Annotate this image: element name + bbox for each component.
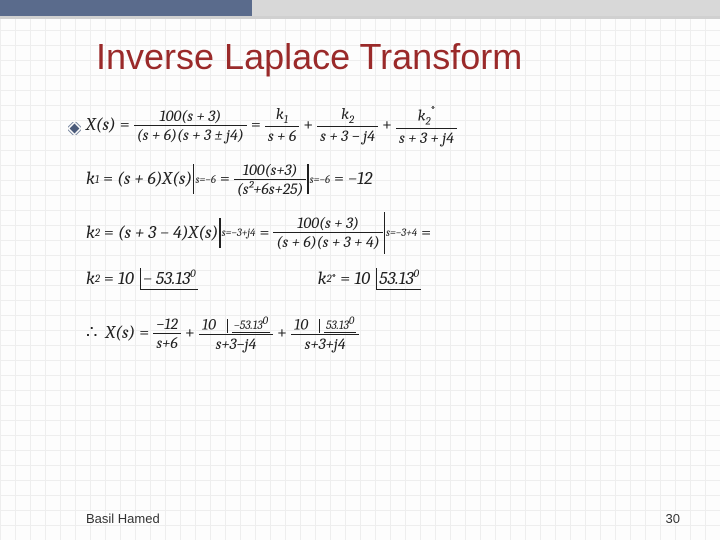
- plus-sign: +: [382, 116, 392, 134]
- eq1-term2: k2 s + 3 − j4: [317, 105, 378, 145]
- eq4-right-ang-val: 53.13: [379, 268, 413, 289]
- equals-sign: =: [104, 224, 114, 242]
- eq1-t2-sub: 2: [349, 113, 354, 126]
- equals-sign: =: [334, 170, 344, 188]
- footer-page-number: 30: [666, 511, 680, 526]
- slide: Inverse Laplace Transform X(s) = 100(s +…: [0, 0, 720, 540]
- eq1-t2-den: s + 3 − j4: [317, 127, 378, 145]
- angle-symbol-icon: [319, 319, 320, 333]
- eq4-right-deg: 0: [414, 267, 419, 280]
- angle-symbol-icon: [140, 268, 141, 290]
- eq4-right-mag: 10: [354, 270, 370, 288]
- eq-xs-expansion: X(s) = 100(s + 3) (s + 6)(s + 3 ± j4) = …: [86, 104, 706, 147]
- eval-bar-icon: [384, 212, 385, 254]
- eq1-t1-k: k: [276, 105, 284, 123]
- eq1-t3-k: k: [418, 106, 426, 124]
- eq4-left-k: k: [86, 270, 95, 288]
- footer-author: Basil Hamed: [86, 511, 160, 526]
- eq5-t3-ang-val: 53.13: [326, 318, 349, 332]
- plus-sign: +: [303, 116, 313, 134]
- eq1-t3-star: *: [431, 104, 436, 117]
- eq2-mid-num: 100(s+3): [240, 161, 301, 179]
- eval-bar-icon: [307, 164, 308, 194]
- equals-sign: =: [120, 116, 130, 134]
- eq1-lhs: X(s): [86, 116, 116, 134]
- eq5-t3-den: s+3+j4: [302, 335, 349, 353]
- eq4-left-mag: 10: [118, 270, 134, 288]
- equals-sign: =: [103, 170, 113, 188]
- plus-sign: +: [277, 324, 287, 342]
- eq-final-xs: ∴ X(s) = −12 s+6 + 10 −53.130 s+3−j4 +: [86, 314, 706, 353]
- eq5-term1: −12 s+6: [153, 315, 181, 352]
- eq1-term1: k1 s + 6: [265, 105, 299, 145]
- eval-bar-icon: [219, 218, 220, 248]
- angle-symbol-icon: [227, 319, 228, 333]
- eq3-k-sub: 2: [95, 227, 100, 238]
- eq3-eval2: s=−3+4: [386, 227, 417, 238]
- eq3-rhs-num: 100(s + 3): [294, 214, 362, 232]
- equals-sign: =: [139, 324, 149, 342]
- eq5-t3-deg: 0: [349, 314, 354, 327]
- eq1-t1-sub: 1: [284, 113, 288, 126]
- eq3-eval1: s=−3+j4: [222, 227, 256, 238]
- eq5-term2: 10 −53.130 s+3−j4: [199, 314, 273, 353]
- eq3-rhs-frac: 100(s + 3) (s + 6)(s + 3 + 4): [273, 214, 382, 251]
- eq-k1: k1 = (s + 6)X(s) s=−6 = 100(s+3) (s²+6s+…: [86, 161, 706, 198]
- eq3-rhs-den: (s + 6)(s + 3 + 4): [273, 233, 382, 251]
- eq1-main-den: (s + 6)(s + 3 ± j4): [134, 126, 247, 144]
- eq2-mid-den: (s²+6s+25): [234, 180, 306, 198]
- eq5-t2-ang-val: −53.13: [234, 318, 263, 332]
- eq2-result: −12: [348, 170, 372, 188]
- eq1-t2-k: k: [341, 105, 349, 123]
- eq2-k-sub: 1: [95, 174, 99, 185]
- eq-polar-results: k2 = 10 − 53.130 k2* = 10 53.130: [86, 268, 706, 290]
- eq5-t3-angle: 53.130: [324, 315, 356, 333]
- plus-sign: +: [185, 324, 195, 342]
- bullet-diamond-icon: [68, 122, 81, 135]
- eq-k2: k2 = (s + 3 − 4)X(s) s=−3+j4 = 100(s + 3…: [86, 212, 706, 254]
- eq5-t2-angle: −53.130: [232, 315, 270, 333]
- eq4-right-angle: 53.130: [377, 268, 421, 290]
- equations-area: X(s) = 100(s + 3) (s + 6)(s + 3 ± j4) = …: [86, 104, 706, 367]
- equals-sign: =: [259, 224, 269, 242]
- eq5-t1-den: s+6: [153, 334, 180, 352]
- eq4-left-angle: − 53.130: [141, 268, 198, 290]
- eq3-factor: (s + 3 − 4)X(s): [118, 224, 218, 242]
- eq5-t2-deg: 0: [263, 314, 268, 327]
- eq1-main-frac: 100(s + 3) (s + 6)(s + 3 ± j4): [134, 107, 247, 144]
- equals-sign: =: [251, 116, 261, 134]
- eq2-factor: (s + 6)X(s): [117, 170, 192, 188]
- therefore-symbol: ∴: [86, 324, 97, 342]
- eq2-k: k: [86, 170, 95, 188]
- eq1-t1-den: s + 6: [265, 127, 299, 145]
- eq2-eval1: s=−6: [195, 174, 215, 185]
- eq2-mid-frac: 100(s+3) (s²+6s+25): [234, 161, 306, 198]
- slide-title: Inverse Laplace Transform: [96, 36, 522, 78]
- eq5-term3: 10 53.130 s+3+j4: [291, 314, 359, 353]
- eq3-k: k: [86, 224, 95, 242]
- equals-sign: =: [340, 270, 350, 288]
- eq5-t3-mag: 10: [294, 315, 308, 333]
- eq5-t2-den: s+3−j4: [213, 335, 260, 353]
- equals-sign: =: [104, 270, 114, 288]
- eq1-t3-den: s + 3 + j4: [396, 129, 457, 147]
- eval-bar-icon: [193, 164, 194, 194]
- eq5-t1-num: −12: [153, 315, 181, 333]
- eq4-left-ang-val: − 53.13: [143, 268, 190, 289]
- equals-sign: =: [220, 170, 230, 188]
- angle-symbol-icon: [376, 268, 377, 290]
- eq5-t2-mag: 10: [202, 315, 216, 333]
- eq1-term3: k2* s + 3 + j4: [396, 104, 457, 147]
- eq4-left-deg: 0: [190, 267, 195, 280]
- eq2-eval2: s=−6: [310, 174, 330, 185]
- eq1-main-num: 100(s + 3): [156, 107, 224, 125]
- eq4-right-star: *: [332, 273, 337, 284]
- eq4-left-sub: 2: [95, 273, 100, 284]
- eq5-lhs: X(s): [105, 324, 135, 342]
- equals-sign: =: [421, 224, 431, 242]
